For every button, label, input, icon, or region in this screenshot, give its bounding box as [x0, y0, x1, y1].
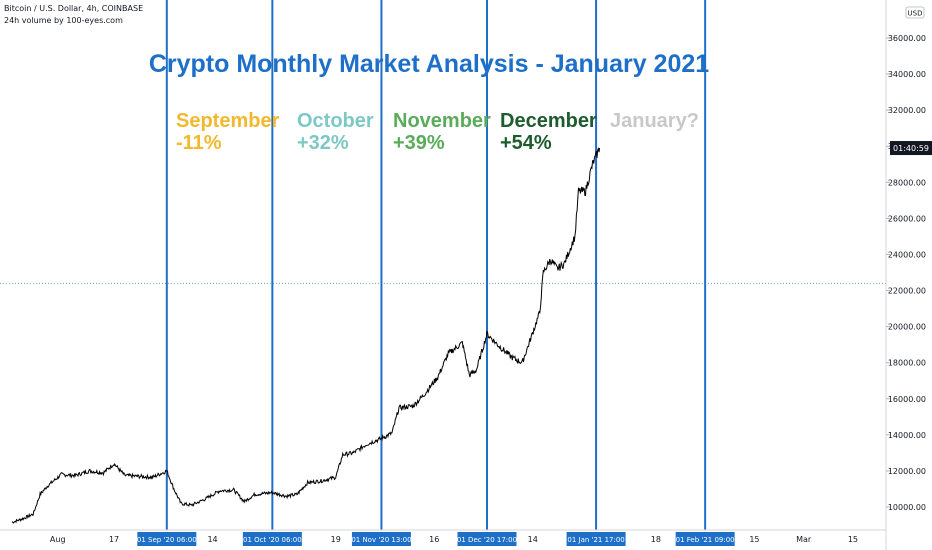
y-tick-label: 36000.00 — [888, 34, 926, 43]
volume-indicator-label: 24h volume by 100-eyes.com — [4, 16, 123, 25]
price-series-line — [11, 146, 601, 524]
month-change: +32% — [297, 132, 349, 154]
y-tick-label: 24000.00 — [888, 250, 926, 259]
x-tick-label: 19 — [331, 535, 341, 544]
month-label-october: October +32% — [297, 110, 374, 154]
x-tick-label: 16 — [429, 535, 439, 544]
x-tick-date-badge — [457, 532, 517, 546]
current-price-badge — [890, 141, 932, 156]
month-name: October — [297, 110, 374, 132]
month-change: -11% — [176, 132, 222, 154]
month-change: +54% — [500, 132, 552, 154]
y-tick-label: 10000.00 — [888, 503, 926, 512]
y-axis[interactable]: 10000.00 12000.00 14000.00 16000.00 18000.00… — [885, 0, 932, 550]
x-tick-label: 01 Feb '21 09:00 — [676, 536, 735, 544]
x-tick-date-badge — [242, 532, 302, 546]
y-tick-label: 32000.00 — [888, 106, 926, 115]
chart-title: Crypto Monthly Market Analysis - January… — [148, 50, 710, 78]
x-tick-date-badge — [351, 532, 411, 546]
y-tick-label: 12000.00 — [888, 467, 926, 476]
x-tick-label: 01 Jan '21 17:00 — [567, 536, 624, 544]
y-tick-label: 14000.00 — [888, 431, 926, 440]
month-name: November — [393, 110, 491, 132]
x-tick-label: 15 — [848, 535, 858, 544]
y-tick-label: 34000.00 — [888, 70, 926, 79]
price-series-group — [11, 146, 601, 524]
y-tick-label: 28000.00 — [888, 178, 926, 187]
x-tick-label: 01 Dec '20 17:00 — [457, 536, 517, 544]
y-tick-label: 22000.00 — [888, 287, 926, 296]
symbol-info: Bitcoin / U.S. Dollar, 4h, COINBASE — [4, 4, 144, 13]
month-label-january: January? — [610, 110, 699, 132]
y-tick-label: 26000.00 — [888, 214, 926, 223]
x-axis[interactable]: Aug 17 01 Sep '20 06:00 14 01 Oct '20 06:00 1… — [0, 529, 886, 546]
month-label-november: November +39% — [393, 110, 491, 154]
month-label-december: December +54% — [500, 110, 597, 154]
y-tick-label: 20000.00 — [888, 323, 926, 332]
x-tick-label: 01 Sep '20 06:00 — [137, 536, 197, 544]
currency-unit-label: USD — [908, 10, 923, 18]
x-tick-date-badge — [675, 532, 735, 546]
x-tick-label: 18 — [651, 535, 661, 544]
x-tick-label: 17 — [109, 535, 119, 544]
x-tick-label: 01 Nov '20 13:00 — [351, 536, 411, 544]
month-label-september: September -11% — [176, 110, 279, 154]
current-price-countdown-label: 01:40:59 — [893, 144, 929, 153]
month-name: December — [500, 110, 597, 132]
x-tick-label: 14 — [528, 535, 538, 544]
y-tick-label: 18000.00 — [888, 359, 926, 368]
x-tick-label: Aug — [50, 535, 66, 544]
y-axis-background — [886, 0, 932, 550]
x-tick-label: 15 — [749, 535, 759, 544]
month-name: January? — [610, 110, 699, 132]
x-tick-date-badge — [137, 532, 197, 546]
x-tick-label: Mar — [796, 535, 812, 544]
month-name: September — [176, 110, 280, 132]
currency-unit-badge[interactable] — [905, 6, 925, 19]
month-divider-group — [165, 0, 707, 530]
y-tick-label: 16000.00 — [888, 395, 926, 404]
x-tick-label: 14 — [207, 535, 217, 544]
x-tick-date-badge — [566, 532, 626, 546]
month-change: +39% — [393, 132, 445, 154]
x-tick-label: 01 Oct '20 06:00 — [243, 536, 302, 544]
